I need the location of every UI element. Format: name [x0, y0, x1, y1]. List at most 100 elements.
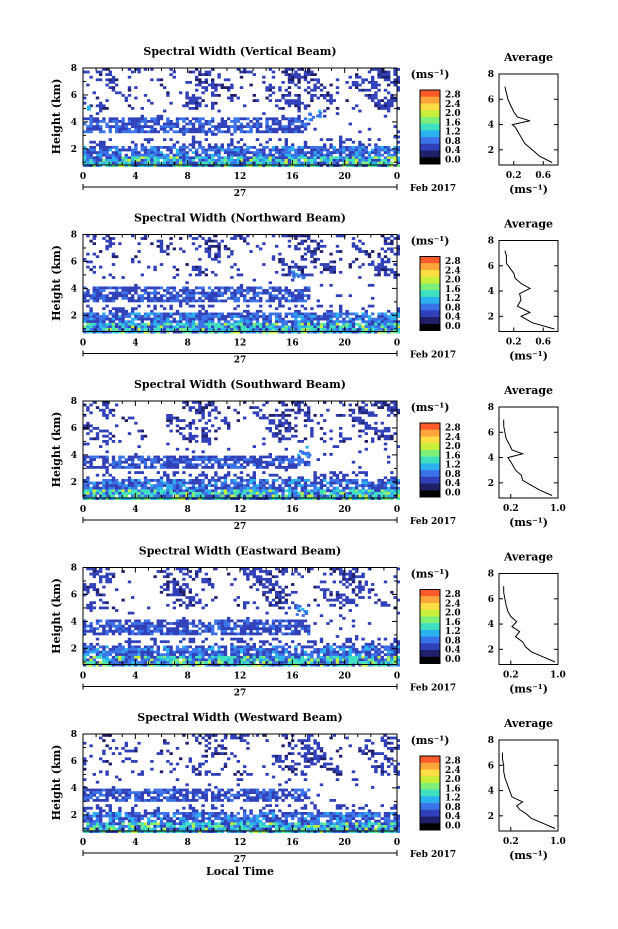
heat-cell: [223, 317, 228, 321]
heat-cell: [86, 653, 90, 657]
heat-cell: [105, 315, 109, 318]
heat-cell: [278, 299, 282, 303]
heat-cell: [284, 468, 288, 472]
heat-cell: [127, 94, 132, 97]
heat-cell: [255, 489, 260, 493]
heat-cell: [243, 143, 247, 147]
heat-cell: [307, 91, 311, 95]
heat-cell: [111, 294, 116, 298]
heat-cell: [131, 481, 135, 485]
heat-cell: [313, 325, 317, 329]
heat-cell: [307, 273, 311, 277]
heat-cell: [89, 411, 93, 415]
heat-cell: [233, 460, 237, 464]
heat-cell: [95, 484, 100, 487]
heat-cell: [351, 159, 356, 162]
heat-cell: [236, 312, 240, 316]
heat-cell: [371, 330, 375, 334]
heat-cell: [182, 296, 186, 300]
heat-cell: [140, 164, 144, 167]
heat-cell: [115, 125, 119, 128]
heat-cell: [268, 427, 272, 430]
heat-cell: [380, 268, 384, 272]
heat-cell: [118, 492, 122, 495]
heat-cell: [358, 146, 362, 149]
heat-cell: [313, 151, 317, 154]
heat-cell: [262, 484, 266, 487]
heat-cell: [377, 406, 381, 409]
heat-cell: [188, 234, 192, 238]
heat-cell: [307, 414, 311, 417]
heat-cell: [310, 252, 314, 256]
heat-cell: [191, 320, 196, 324]
heat-cell: [188, 434, 192, 438]
heat-cell: [383, 164, 388, 167]
heat-cell: [393, 317, 397, 321]
heat-cell: [252, 161, 256, 165]
heat-cell: [259, 492, 263, 495]
heat-cell: [102, 458, 106, 461]
heat-cell: [393, 146, 397, 149]
avg-y-tick-label: 8: [488, 70, 494, 80]
heat-cell: [111, 484, 116, 487]
heat-cell: [396, 489, 400, 493]
heat-cell: [175, 164, 180, 167]
heat-cell: [281, 263, 285, 266]
heat-cell: [127, 463, 132, 467]
heat-cell: [262, 161, 266, 165]
heat-cell: [236, 164, 240, 167]
heat-cell: [268, 497, 272, 500]
heat-cell: [214, 153, 218, 157]
heat-cell: [99, 159, 103, 162]
heat-cell: [195, 130, 199, 134]
heat-cell: [249, 159, 253, 162]
heat-cell: [99, 148, 103, 152]
heat-cell: [387, 146, 391, 149]
heat-cell: [169, 307, 173, 311]
heat-cell: [233, 148, 237, 152]
heat-cell: [95, 164, 100, 167]
heat-cell: [211, 466, 215, 469]
heat-cell: [134, 299, 138, 303]
heat-cell: [140, 328, 144, 331]
heat-cell: [134, 421, 138, 425]
heat-cell: [367, 484, 372, 487]
heat-cell: [86, 421, 90, 425]
heat-cell: [89, 497, 93, 500]
heat-cell: [326, 328, 330, 331]
heat-cell: [374, 101, 378, 105]
heat-cell: [255, 322, 260, 326]
heat-cell: [271, 257, 276, 261]
heat-cell: [287, 104, 292, 108]
heat-cell: [92, 159, 96, 162]
heat-cell: [204, 164, 208, 167]
heat-cell: [102, 627, 106, 631]
heat-cell: [204, 427, 208, 430]
heat-cell: [268, 489, 272, 493]
heat-cell: [172, 122, 176, 126]
heat-cell: [259, 130, 263, 134]
heat-cell: [127, 315, 132, 318]
heat-cell: [121, 479, 125, 482]
heat-cell: [300, 328, 304, 331]
heat-cell: [233, 479, 237, 482]
heat-cell: [201, 73, 205, 76]
heat-cell: [227, 96, 231, 100]
heat-cell: [179, 455, 183, 459]
heat-cell: [323, 312, 327, 316]
heat-cell: [223, 460, 228, 464]
heat-cell: [143, 489, 148, 493]
heat-cell: [233, 322, 237, 326]
heat-cell: [243, 330, 247, 334]
heat-cell: [185, 164, 189, 167]
heat-cell: [227, 146, 231, 149]
heat-cell: [102, 325, 106, 329]
heat-cell: [124, 492, 128, 495]
heat-cell: [207, 146, 212, 149]
heat-cell: [351, 153, 356, 157]
heat-cell: [211, 104, 215, 108]
heat-cell: [191, 161, 196, 165]
heat-cell: [99, 317, 103, 321]
heat-cell: [118, 466, 122, 469]
heat-cell: [316, 315, 320, 318]
